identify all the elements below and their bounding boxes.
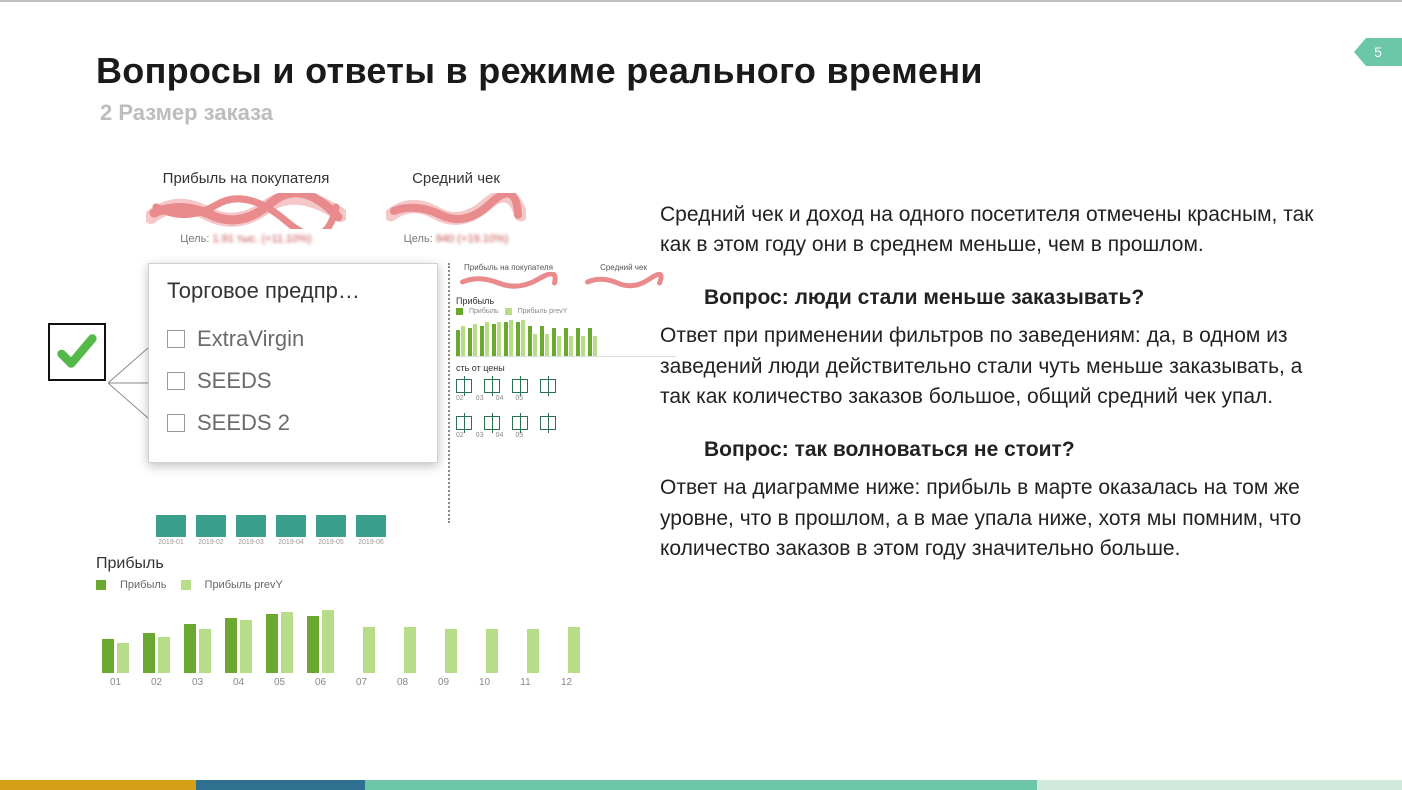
- legend-label: Прибыль prevY: [518, 308, 568, 315]
- page-number-badge: 5: [1354, 38, 1402, 66]
- profit-chart: Прибыль Прибыль Прибыль prevY 0102030405…: [96, 555, 616, 688]
- bar-groups: [96, 599, 616, 673]
- filter-checkbox-item[interactable]: ExtraVirgin: [167, 318, 419, 360]
- checkmark-icon: [48, 323, 106, 381]
- top-rule: [0, 0, 1402, 2]
- filter-checkbox-item[interactable]: SEEDS 2: [167, 402, 419, 444]
- mini-month-labels: 02030405: [456, 395, 676, 402]
- chart-legend: Прибыль Прибыль prevY: [96, 579, 616, 591]
- kpi-row: Прибыль на покупателя Цель: 1.91 тыс. (+…: [146, 170, 616, 245]
- left-visual-region: Прибыль на покупателя Цель: 1.91 тыс. (+…: [96, 170, 616, 688]
- question: Вопрос: люди стали меньше заказывать?: [704, 283, 1332, 313]
- mini-legend: Прибыль Прибыль prevY: [456, 308, 676, 315]
- kpi-avg-check: Средний чек Цель: 940 (+19.10%): [386, 170, 526, 245]
- kpi-target: Цель: 1.91 тыс. (+11.10%): [146, 233, 346, 245]
- kpi-target: Цель: 940 (+19.10%): [386, 233, 526, 245]
- kpi-label: Прибыль на покупателя: [146, 170, 346, 187]
- filter-item-label: SEEDS 2: [197, 410, 290, 436]
- slide-title: Вопросы и ответы в режиме реального врем…: [96, 50, 983, 92]
- redacted-scribble: [386, 193, 526, 229]
- legend-label: Прибыль prevY: [205, 579, 283, 591]
- mini-boxplot-row: [456, 379, 676, 393]
- kpi-label: Средний чек: [386, 170, 526, 187]
- body-copy: Средний чек и доход на одного посетителя…: [660, 200, 1332, 578]
- mini-kpi-label: Прибыль на покупателя: [456, 263, 561, 272]
- teal-bar-labels: 2019-012019-022019-032019-042019-052019-…: [156, 539, 386, 546]
- teal-bar-row: [156, 511, 386, 537]
- filter-card: Торговое предпр… ExtraVirgin SEEDS SEEDS 2: [148, 263, 438, 463]
- paragraph: Средний чек и доход на одного посетителя…: [660, 200, 1332, 261]
- mini-month-labels: 02030405: [456, 432, 676, 439]
- filter-item-label: SEEDS: [197, 368, 272, 394]
- question: Вопрос: так волноваться не стоит?: [704, 435, 1332, 465]
- legend-swatch-current: [96, 580, 106, 590]
- filter-area: Торговое предпр… ExtraVirgin SEEDS SEEDS 2…: [96, 263, 616, 543]
- paragraph: Ответ на диаграмме ниже: прибыль в марте…: [660, 473, 1332, 564]
- filter-item-label: ExtraVirgin: [197, 326, 304, 352]
- kpi-target-value: 1.91 тыс. (+11.10%): [212, 233, 311, 245]
- legend-swatch-prev: [181, 580, 191, 590]
- checkbox-icon: [167, 414, 185, 432]
- footer-color-bar: [0, 780, 1402, 790]
- x-axis-labels: 010203040506070809101112: [96, 673, 616, 688]
- legend-label: Прибыль: [120, 579, 167, 591]
- legend-label: Прибыль: [469, 308, 499, 315]
- paragraph: Ответ при применении фильтров по заведен…: [660, 321, 1332, 412]
- chart-title: Прибыль: [96, 555, 616, 573]
- kpi-profit-per-customer: Прибыль на покупателя Цель: 1.91 тыс. (+…: [146, 170, 346, 245]
- mini-boxplot-row: [456, 416, 676, 430]
- kpi-target-prefix: Цель:: [180, 233, 209, 245]
- slide-subtitle: 2 Размер заказа: [100, 100, 273, 126]
- kpi-target-prefix: Цель:: [404, 233, 433, 245]
- mini-section-title: сть от цены: [456, 363, 676, 373]
- dotted-divider: [448, 263, 450, 523]
- mini-kpi-label: Средний чек: [571, 263, 676, 272]
- checkbox-icon: [167, 372, 185, 390]
- mini-dashboard: Прибыль на покупателя Средний чек Прибыл…: [456, 263, 676, 439]
- mini-section-title: Прибыль: [456, 296, 676, 306]
- kpi-target-value: 940 (+19.10%): [436, 233, 508, 245]
- filter-checkbox-item[interactable]: SEEDS: [167, 360, 419, 402]
- mini-bar-chart: [456, 317, 676, 357]
- checkbox-icon: [167, 330, 185, 348]
- filter-title: Торговое предпр…: [167, 278, 419, 304]
- redacted-scribble: [146, 193, 346, 229]
